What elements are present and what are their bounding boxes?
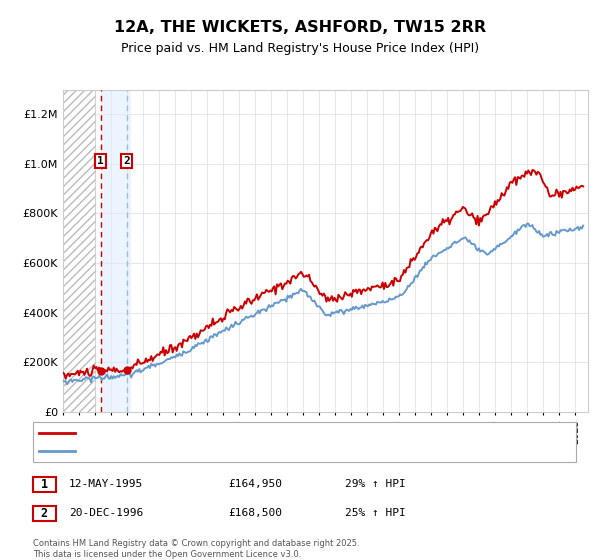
Text: 25% ↑ HPI: 25% ↑ HPI <box>345 508 406 518</box>
Text: 20-DEC-1996: 20-DEC-1996 <box>69 508 143 518</box>
Text: 29% ↑ HPI: 29% ↑ HPI <box>345 479 406 489</box>
Text: £164,950: £164,950 <box>228 479 282 489</box>
Text: Price paid vs. HM Land Registry's House Price Index (HPI): Price paid vs. HM Land Registry's House … <box>121 42 479 55</box>
Text: £168,500: £168,500 <box>228 508 282 518</box>
Text: 1: 1 <box>97 156 104 166</box>
Text: HPI: Average price, detached house, Spelthorne: HPI: Average price, detached house, Spel… <box>81 446 331 456</box>
Bar <box>63 90 95 412</box>
Text: 2: 2 <box>41 507 48 520</box>
Bar <box>101 90 131 412</box>
Text: 2: 2 <box>123 156 130 166</box>
Text: 1: 1 <box>41 478 48 491</box>
Text: 12-MAY-1995: 12-MAY-1995 <box>69 479 143 489</box>
Text: 12A, THE WICKETS, ASHFORD, TW15 2RR (detached house): 12A, THE WICKETS, ASHFORD, TW15 2RR (det… <box>81 428 391 438</box>
Text: 12A, THE WICKETS, ASHFORD, TW15 2RR: 12A, THE WICKETS, ASHFORD, TW15 2RR <box>114 20 486 35</box>
Text: Contains HM Land Registry data © Crown copyright and database right 2025.
This d: Contains HM Land Registry data © Crown c… <box>33 539 359 559</box>
